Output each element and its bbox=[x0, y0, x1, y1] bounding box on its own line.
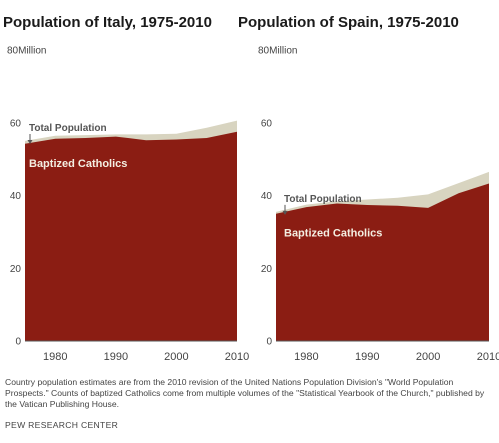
spain-xtick-label: 2010 bbox=[477, 351, 499, 363]
italy-xtick-label: 1980 bbox=[43, 351, 67, 363]
spain-baptized-catholics-label: Baptized Catholics bbox=[284, 228, 382, 240]
spain-xtick-label: 1980 bbox=[294, 351, 318, 363]
italy-ytick-label: 0 bbox=[15, 337, 21, 348]
italy-chart: Population of Italy, 1975-2010 0 20 40 60 80M… bbox=[3, 14, 249, 363]
italy-xtick-label: 2010 bbox=[225, 351, 249, 363]
italy-y-unit-label: 80Million bbox=[7, 46, 46, 57]
italy-total-population-arrow-head bbox=[27, 139, 33, 144]
italy-total-population-label: Total Population bbox=[29, 123, 107, 134]
spain-ytick-label: 0 bbox=[266, 337, 272, 348]
italy-ytick-label: 40 bbox=[10, 191, 22, 202]
italy-ytick-label: 20 bbox=[10, 264, 22, 275]
spain-xtick-label: 2000 bbox=[416, 351, 440, 363]
spain-total-population-label: Total Population bbox=[284, 194, 362, 205]
spain-chart-title: Population of Spain, 1975-2010 bbox=[238, 14, 459, 31]
spain-y-unit-label: 80Million bbox=[258, 46, 297, 57]
spain-ytick-label: 40 bbox=[261, 191, 273, 202]
source-credit: PEW RESEARCH CENTER bbox=[5, 420, 119, 430]
italy-chart-title: Population of Italy, 1975-2010 bbox=[3, 14, 212, 31]
italy-baptized-catholics-label: Baptized Catholics bbox=[29, 158, 127, 170]
spain-ytick-label: 20 bbox=[261, 264, 273, 275]
italy-xtick-label: 2000 bbox=[164, 351, 188, 363]
footnote: Country population estimates are from th… bbox=[5, 377, 485, 409]
spain-ytick-label: 60 bbox=[261, 118, 273, 129]
italy-xtick-label: 1990 bbox=[104, 351, 128, 363]
spain-baptized-catholics-area bbox=[276, 183, 489, 341]
italy-baptized-catholics-area bbox=[25, 131, 237, 341]
spain-xtick-label: 1990 bbox=[355, 351, 379, 363]
spain-chart: Population of Spain, 1975-2010 0 20 40 60 80M… bbox=[238, 14, 499, 363]
italy-ytick-label: 60 bbox=[10, 118, 22, 129]
spain-total-population-arrow-head bbox=[282, 210, 288, 215]
